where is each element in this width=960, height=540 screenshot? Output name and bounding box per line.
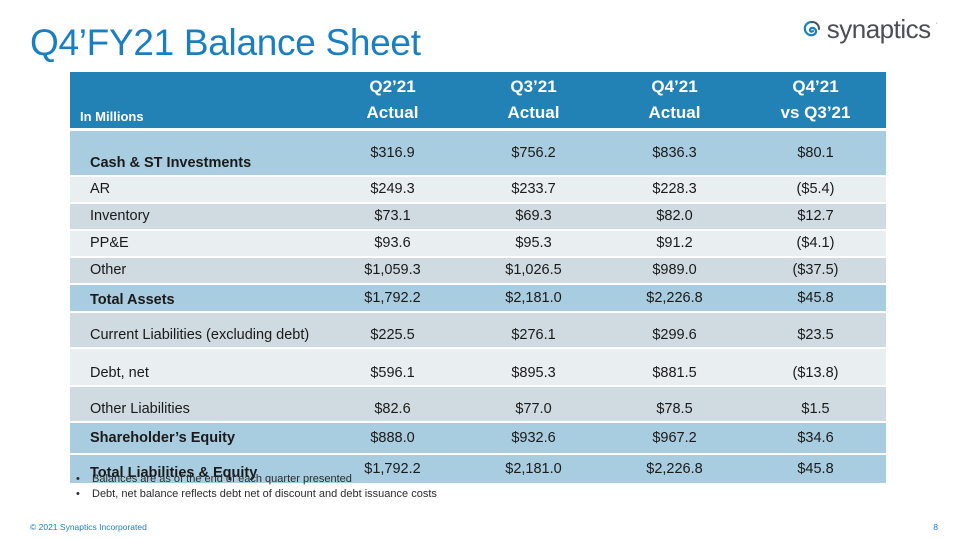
table-row-cash: Cash & ST Investments $316.9 $756.2 $836… bbox=[70, 129, 886, 177]
col-header-q4-21: Q4’21 Actual bbox=[604, 72, 745, 131]
cell-value: $932.6 bbox=[463, 421, 604, 455]
table-row-shareholders-equity: Shareholder’s Equity $888.0 $932.6 $967.… bbox=[70, 421, 886, 455]
cell-value: $2,181.0 bbox=[463, 283, 604, 313]
cell-value: $989.0 bbox=[604, 256, 745, 285]
row-label: Other Liabilities bbox=[70, 385, 322, 423]
cell-value: ($5.4) bbox=[745, 175, 886, 204]
row-label: Shareholder’s Equity bbox=[70, 421, 322, 455]
col-header-line2: Actual bbox=[366, 103, 419, 122]
col-header-line1: Q4’21 bbox=[792, 77, 839, 96]
footnote-item: • Debt, net balance reflects debt net of… bbox=[76, 487, 437, 502]
cell-value: $82.6 bbox=[322, 385, 463, 423]
cell-value: $45.8 bbox=[745, 453, 886, 485]
logo-mark: · bbox=[935, 20, 938, 27]
cell-value: $2,181.0 bbox=[463, 453, 604, 485]
row-label: Total Assets bbox=[70, 283, 322, 313]
cell-value: ($37.5) bbox=[745, 256, 886, 285]
cell-value: $23.5 bbox=[745, 311, 886, 349]
cell-value: $836.3 bbox=[604, 129, 745, 177]
row-label: Cash & ST Investments bbox=[70, 129, 322, 177]
bullet-icon: • bbox=[76, 473, 80, 485]
bullet-icon: • bbox=[76, 488, 80, 500]
table-row-debt-net: Debt, net $596.1 $895.3 $881.5 ($13.8) bbox=[70, 347, 886, 387]
table-row-ppe: PP&E $93.6 $95.3 $91.2 ($4.1) bbox=[70, 229, 886, 258]
table-row-total-assets: Total Assets $1,792.2 $2,181.0 $2,226.8 … bbox=[70, 283, 886, 313]
cell-value: $95.3 bbox=[463, 229, 604, 258]
copyright-footer: © 2021 Synaptics Incorporated bbox=[30, 522, 147, 532]
col-header-line1: Q4’21 bbox=[651, 77, 698, 96]
cell-value: $80.1 bbox=[745, 129, 886, 177]
footnotes-list: • Balances are as of the end of each qua… bbox=[76, 472, 437, 502]
cell-value: $299.6 bbox=[604, 311, 745, 349]
balance-sheet-table: In Millions Q2’21 Actual Q3’21 Actual Q4… bbox=[70, 72, 886, 485]
row-label: Total Liabilities & Equity bbox=[70, 453, 322, 485]
row-label: PP&E bbox=[70, 229, 322, 258]
synaptics-swirl-icon bbox=[803, 20, 820, 36]
table-row-current-liabilities: Current Liabilities (excluding debt) $22… bbox=[70, 311, 886, 349]
col-header-line1: Q3’21 bbox=[510, 77, 557, 96]
synaptics-logo: synaptics · bbox=[802, 14, 938, 45]
cell-value: $91.2 bbox=[604, 229, 745, 258]
col-header-line2: vs Q3’21 bbox=[780, 103, 851, 122]
col-header-line1: Q2’21 bbox=[369, 77, 416, 96]
cell-value: $1,026.5 bbox=[463, 256, 604, 285]
row-label: Other bbox=[70, 256, 322, 285]
cell-value: $1,792.2 bbox=[322, 283, 463, 313]
cell-value: $78.5 bbox=[604, 385, 745, 423]
cell-value: $249.3 bbox=[322, 175, 463, 204]
cell-value: $1,792.2 bbox=[322, 453, 463, 485]
cell-value: $888.0 bbox=[322, 421, 463, 455]
footnote-text: Balances are as of the end of each quart… bbox=[92, 473, 352, 485]
cell-value: $316.9 bbox=[322, 129, 463, 177]
cell-value: $596.1 bbox=[322, 347, 463, 387]
footnote-text: Debt, net balance reflects debt net of d… bbox=[92, 488, 437, 500]
table-row-other-liabilities: Other Liabilities $82.6 $77.0 $78.5 $1.5 bbox=[70, 385, 886, 423]
table-row-ar: AR $249.3 $233.7 $228.3 ($5.4) bbox=[70, 175, 886, 204]
page-title: Q4’FY21 Balance Sheet bbox=[30, 22, 421, 63]
col-header-q2-21: Q2’21 Actual bbox=[322, 72, 463, 131]
footnote-item: • Balances are as of the end of each qua… bbox=[76, 472, 437, 487]
cell-value: $881.5 bbox=[604, 347, 745, 387]
logo-wordmark: synaptics bbox=[826, 14, 931, 44]
units-label: In Millions bbox=[70, 72, 322, 131]
cell-value: $1.5 bbox=[745, 385, 886, 423]
cell-value: $2,226.8 bbox=[604, 283, 745, 313]
cell-value: $93.6 bbox=[322, 229, 463, 258]
cell-value: $756.2 bbox=[463, 129, 604, 177]
row-label: Debt, net bbox=[70, 347, 322, 387]
col-header-line2: Actual bbox=[507, 103, 560, 122]
cell-value: $69.3 bbox=[463, 202, 604, 231]
row-label: Inventory bbox=[70, 202, 322, 231]
cell-value: $34.6 bbox=[745, 421, 886, 455]
col-header-line2: Actual bbox=[648, 103, 701, 122]
col-header-q4-vs-q3: Q4’21 vs Q3’21 bbox=[745, 72, 886, 131]
cell-value: $82.0 bbox=[604, 202, 745, 231]
cell-value: $2,226.8 bbox=[604, 453, 745, 485]
page-number: 8 bbox=[933, 522, 938, 532]
cell-value: $225.5 bbox=[322, 311, 463, 349]
cell-value: $228.3 bbox=[604, 175, 745, 204]
cell-value: $1,059.3 bbox=[322, 256, 463, 285]
table-row-total-liabilities-equity: Total Liabilities & Equity $1,792.2 $2,1… bbox=[70, 453, 886, 485]
table-row-inventory: Inventory $73.1 $69.3 $82.0 $12.7 bbox=[70, 202, 886, 231]
cell-value: $77.0 bbox=[463, 385, 604, 423]
cell-value: $12.7 bbox=[745, 202, 886, 231]
row-label: AR bbox=[70, 175, 322, 204]
cell-value: $895.3 bbox=[463, 347, 604, 387]
row-label: Current Liabilities (excluding debt) bbox=[70, 311, 322, 349]
cell-value: $233.7 bbox=[463, 175, 604, 204]
table-header-row: In Millions Q2’21 Actual Q3’21 Actual Q4… bbox=[70, 72, 886, 131]
cell-value: ($13.8) bbox=[745, 347, 886, 387]
table-row-other: Other $1,059.3 $1,026.5 $989.0 ($37.5) bbox=[70, 256, 886, 285]
cell-value: $276.1 bbox=[463, 311, 604, 349]
cell-value: $967.2 bbox=[604, 421, 745, 455]
cell-value: ($4.1) bbox=[745, 229, 886, 258]
cell-value: $73.1 bbox=[322, 202, 463, 231]
col-header-q3-21: Q3’21 Actual bbox=[463, 72, 604, 131]
cell-value: $45.8 bbox=[745, 283, 886, 313]
